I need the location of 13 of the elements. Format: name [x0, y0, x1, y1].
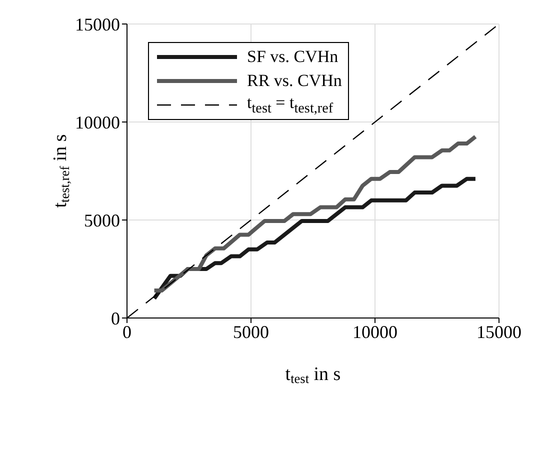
- legend-label: RR vs. CVHn: [247, 71, 342, 91]
- legend-label: t$_{test}$ = t$_{test,ref}$: [247, 92, 334, 118]
- x-tick-label: 15000: [476, 322, 522, 342]
- y-tick-label: 15000: [75, 14, 120, 34]
- x-tick-label: 10000: [352, 322, 398, 342]
- y-tick-label: 5000: [84, 210, 120, 230]
- x-axis-title: t$_{test}$ in s: [285, 364, 341, 386]
- legend-label: SF vs. CVHn: [247, 47, 338, 67]
- y-tick-label: 10000: [75, 112, 120, 132]
- x-tick-label: 5000: [233, 322, 269, 342]
- line-series: [152, 134, 478, 293]
- line-series: [152, 176, 478, 300]
- y-tick-label: 0: [111, 308, 120, 328]
